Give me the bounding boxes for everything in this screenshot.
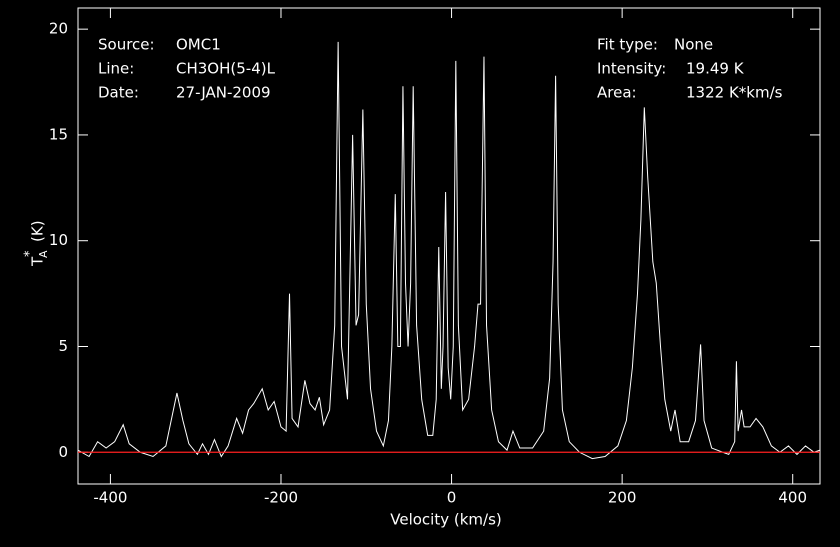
x-tick-label: 0 [447,489,457,507]
y-label-superscript: * [23,250,38,257]
info-label: Date: [98,84,139,102]
info-value: 27-JAN-2009 [176,84,271,102]
info-value: 19.49 K [686,60,745,78]
x-tick-label: 400 [778,489,807,507]
x-tick-label: -200 [264,489,298,507]
y-axis-label: T A * (K) [23,220,51,267]
x-tick-label: -400 [93,489,127,507]
y-tick-label: 5 [58,337,68,355]
y-tick-label: 10 [49,231,68,249]
y-tick-label: 15 [49,125,68,143]
info-value: 1322 K*km/s [686,84,783,102]
y-label-unit: (K) [29,220,47,242]
y-label-symbol: T [29,256,47,267]
info-value: CH3OH(5-4)L [176,60,276,78]
y-tick-label: 20 [49,20,68,38]
y-tick-label: 0 [58,443,68,461]
y-label-subscript: A [37,250,50,258]
spectrum-line [77,41,821,460]
x-tick-label: 200 [608,489,637,507]
info-label: Intensity: [597,60,666,78]
info-value: OMC1 [176,36,221,54]
x-axis-label: Velocity (km/s) [390,511,501,529]
info-label: Line: [98,60,134,78]
info-value: None [674,36,713,54]
plot-frame [77,7,821,485]
info-label: Source: [98,36,155,54]
info-label: Area: [597,84,637,102]
info-label: Fit type: [597,36,658,54]
